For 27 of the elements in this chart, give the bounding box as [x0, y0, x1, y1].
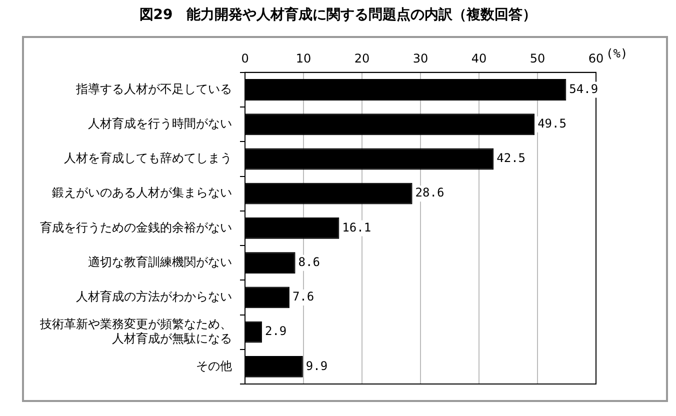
data-label: 42.5	[496, 151, 526, 166]
x-tick-label: 0	[241, 51, 249, 66]
data-label: 16.1	[342, 220, 372, 234]
x-axis-title: (%)	[606, 46, 628, 61]
x-tick-label: 40	[471, 51, 487, 66]
y-tick-label: 人材を育成しても辞めてしまう	[64, 151, 232, 166]
chart-title: 図29 能力開発や人材育成に関する問題点の内訳（複数回答）	[138, 6, 538, 24]
data-label: 8.6	[298, 254, 320, 269]
y-tick-label: 人材育成の方法がわからない	[76, 290, 232, 304]
x-tick-label: 10	[296, 51, 312, 66]
y-tick-label: 指導する人材が不足している	[75, 82, 232, 96]
data-label: 28.6	[415, 186, 444, 200]
y-tick-label: 技術革新や業務変更が頻繁なため、人材育成が無駄になる	[39, 316, 232, 346]
data-label: 9.9	[306, 358, 328, 373]
data-label: 7.6	[292, 290, 314, 304]
y-tick-label: 育成を行うための金銭的余裕がない	[40, 220, 232, 234]
data-label: 49.5	[538, 116, 566, 130]
y-tick-label: 人材育成を行う時間がない	[88, 116, 232, 130]
x-tick-label: 30	[412, 51, 428, 66]
y-tick-label: 適切な教育訓練機関がない	[88, 254, 232, 269]
x-tick-label: 20	[354, 51, 370, 66]
x-tick-label: 60	[588, 51, 604, 66]
data-label: 2.9	[264, 324, 287, 338]
y-tick-label: 鍛えがいのある人材が集まらない	[52, 186, 232, 200]
data-label: 54.9	[569, 82, 598, 96]
x-tick-label: 50	[530, 51, 546, 66]
y-tick-label: その他	[196, 358, 232, 373]
